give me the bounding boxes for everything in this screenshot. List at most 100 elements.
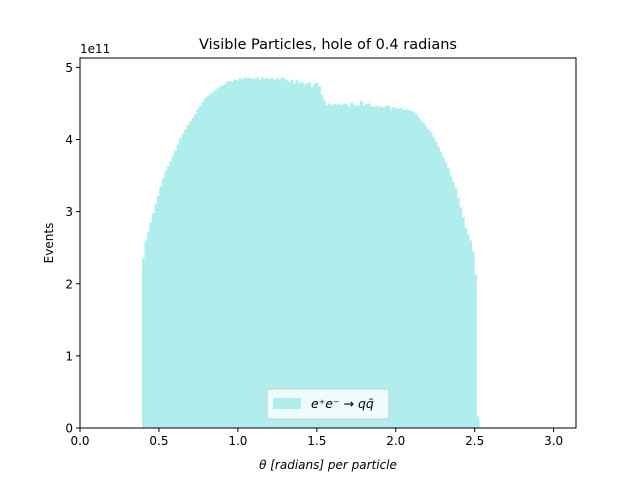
histogram-bar bbox=[171, 155, 175, 428]
histogram-bar bbox=[429, 132, 433, 429]
histogram-bar bbox=[295, 80, 299, 429]
legend: e⁺e⁻ → qq̄ bbox=[266, 388, 390, 420]
histogram-bar bbox=[231, 81, 235, 429]
histogram-bar bbox=[432, 136, 435, 428]
histogram-bar bbox=[226, 81, 230, 429]
histogram-bar bbox=[332, 104, 336, 428]
histogram-bar bbox=[394, 108, 398, 429]
x-tick-label: 1.5 bbox=[307, 434, 326, 448]
histogram-bar bbox=[206, 96, 210, 428]
histogram-bar bbox=[417, 117, 421, 428]
histogram-bar bbox=[248, 77, 252, 428]
y-tick-label: 1 bbox=[65, 349, 73, 363]
histogram-bar bbox=[142, 258, 145, 428]
histogram-bar bbox=[179, 138, 183, 428]
histogram-bar bbox=[379, 106, 383, 428]
x-tick-label: 1.0 bbox=[228, 434, 247, 448]
histogram-bar bbox=[345, 104, 349, 428]
histogram-bar bbox=[263, 78, 267, 429]
histogram-bar bbox=[258, 79, 262, 428]
x-tick-label: 2.0 bbox=[386, 434, 405, 448]
y-offset-label: 1e11 bbox=[80, 42, 110, 56]
histogram-bar bbox=[213, 90, 217, 429]
histogram-bar bbox=[352, 104, 356, 428]
histogram-bar bbox=[308, 82, 311, 429]
histogram-bar bbox=[422, 122, 425, 428]
histogram-bar bbox=[238, 78, 242, 428]
histogram-bar bbox=[174, 150, 178, 428]
histogram-bar bbox=[144, 240, 148, 428]
histogram-bar bbox=[461, 217, 465, 428]
histogram-bar bbox=[260, 77, 264, 428]
histogram-bar bbox=[246, 78, 249, 428]
histogram-bar bbox=[454, 188, 458, 428]
histogram-bar bbox=[377, 107, 381, 428]
histogram-bar bbox=[159, 186, 163, 428]
histogram-bar bbox=[208, 94, 212, 428]
histogram-bar bbox=[384, 105, 388, 428]
histogram-bar bbox=[427, 129, 430, 428]
histogram-bar bbox=[270, 77, 274, 428]
histogram-bar bbox=[154, 204, 158, 428]
histogram-bar bbox=[275, 78, 279, 428]
histogram-bar bbox=[146, 231, 150, 428]
histogram-bar bbox=[414, 113, 418, 428]
histogram-bar bbox=[412, 112, 416, 428]
histogram-bar bbox=[243, 77, 247, 428]
histogram-bar bbox=[211, 91, 215, 429]
histogram-bar bbox=[216, 88, 220, 428]
histogram-bar bbox=[476, 416, 480, 428]
legend-swatch bbox=[273, 398, 301, 409]
histogram-bar bbox=[389, 109, 393, 429]
histogram-bar bbox=[449, 175, 453, 428]
histogram-bar bbox=[474, 275, 478, 428]
histogram-bar bbox=[285, 80, 289, 429]
histogram-bar bbox=[273, 80, 277, 429]
histogram-bar bbox=[186, 125, 190, 428]
histogram-bar bbox=[451, 182, 455, 428]
histogram-bars bbox=[142, 77, 480, 429]
histogram-bar bbox=[357, 104, 361, 428]
histogram-bar bbox=[201, 102, 205, 428]
histogram-bar bbox=[196, 109, 200, 429]
histogram-bar bbox=[392, 107, 396, 428]
histogram-bar bbox=[233, 79, 237, 428]
histogram-bar bbox=[283, 78, 287, 429]
histogram-bar bbox=[228, 81, 232, 428]
histogram-bar bbox=[310, 86, 314, 428]
histogram-bar bbox=[288, 81, 292, 429]
histogram-bar bbox=[362, 105, 366, 428]
histogram-bar bbox=[327, 103, 331, 428]
histogram-bar bbox=[459, 207, 463, 428]
histogram-bar bbox=[342, 103, 346, 428]
histogram-bar bbox=[278, 79, 282, 428]
histogram-bar bbox=[184, 129, 188, 428]
histogram-bar bbox=[256, 77, 259, 428]
histogram-bar bbox=[203, 98, 207, 428]
histogram-bar bbox=[340, 104, 344, 428]
y-tick-label: 4 bbox=[65, 133, 73, 147]
chart-title: Visible Particles, hole of 0.4 radians bbox=[199, 37, 457, 53]
histogram-bar bbox=[330, 104, 334, 428]
x-axis-label: θ [radians] per particle bbox=[259, 458, 397, 472]
histogram-bar bbox=[335, 104, 339, 428]
histogram-bar bbox=[156, 195, 160, 428]
histogram-bar bbox=[469, 240, 473, 428]
histogram-bar bbox=[347, 107, 351, 428]
histogram-bar bbox=[181, 133, 185, 429]
histogram-bar bbox=[444, 162, 448, 428]
histogram-bar bbox=[176, 144, 180, 429]
histogram-bar bbox=[315, 82, 319, 429]
histogram-bar bbox=[466, 234, 470, 428]
histogram-bar bbox=[161, 178, 165, 428]
histogram-bar bbox=[151, 213, 155, 428]
histogram-bar bbox=[298, 83, 302, 429]
histogram-bar bbox=[218, 86, 222, 428]
histogram-bar bbox=[236, 80, 240, 429]
y-tick-label: 5 bbox=[65, 61, 73, 75]
histogram-bar bbox=[221, 85, 225, 428]
histogram-bar bbox=[325, 104, 329, 428]
histogram-bar bbox=[166, 166, 170, 428]
y-axis-label: Events bbox=[42, 223, 56, 264]
